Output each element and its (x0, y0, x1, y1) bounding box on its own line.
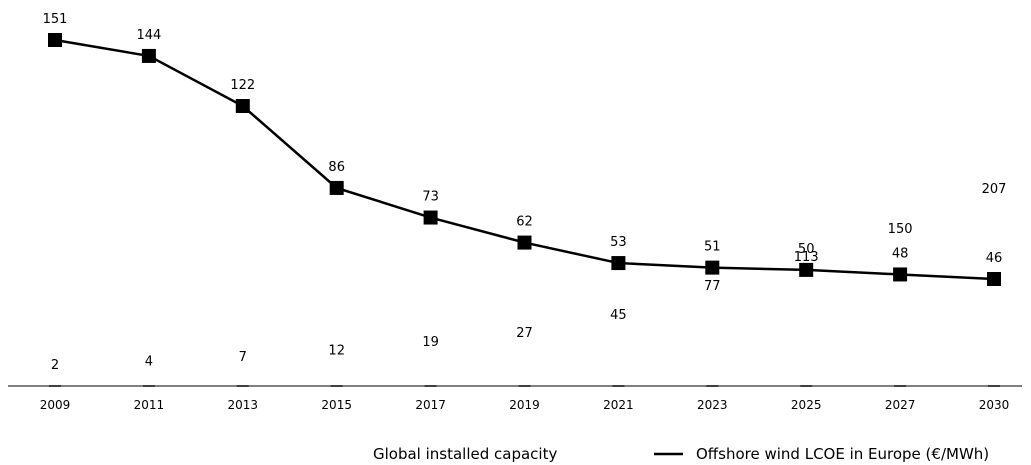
x-tick-label: 2017 (415, 398, 446, 412)
lcoe-marker (799, 262, 814, 277)
x-tick-label: 2025 (791, 398, 822, 412)
lcoe-marker (705, 260, 720, 275)
x-tick-label: 2013 (228, 398, 259, 412)
lcoe-marker (141, 48, 156, 63)
capacity-labels: 2 4 7 12 19 27 45 77 113 150 207 (51, 182, 1007, 373)
lcoe-value-label: 144 (136, 28, 161, 43)
lcoe-value-label: 86 (328, 160, 345, 175)
lcoe-value-label: 151 (43, 12, 68, 27)
capacity-value-label: 207 (982, 182, 1007, 197)
lcoe-marker (423, 210, 438, 225)
capacity-value-label: 19 (422, 335, 439, 350)
lcoe-value-label: 62 (516, 215, 533, 230)
lcoe-marker (329, 180, 344, 195)
capacity-value-label: 4 (145, 355, 153, 370)
capacity-value-label: 12 (328, 343, 345, 358)
capacity-value-label: 45 (610, 308, 627, 323)
lcoe-marker (48, 33, 62, 47)
x-tick-label: 2030 (979, 398, 1010, 412)
x-tick-label: 2019 (509, 398, 540, 412)
x-tick-label: 2023 (697, 398, 728, 412)
lcoe-labels: 151 144 122 86 73 62 53 51 50 48 46 (43, 12, 1003, 266)
x-tick-labels: 2009 2011 2013 2015 2017 2019 2021 2023 2025 2027… (40, 398, 1010, 412)
x-tick-label: 2009 (40, 398, 71, 412)
capacity-value-label: 150 (888, 222, 913, 237)
capacity-value-label: 2 (51, 358, 59, 373)
lcoe-marker (987, 272, 1001, 286)
lcoe-value-label: 122 (230, 78, 255, 93)
lcoe-value-label: 53 (610, 235, 627, 250)
lcoe-value-label: 51 (704, 240, 721, 255)
lcoe-markers (48, 33, 1001, 286)
legend-lcoe-label: Offshore wind LCOE in Europe (€/MWh) (696, 445, 989, 463)
lcoe-marker (893, 267, 908, 282)
capacity-value-label: 7 (239, 350, 247, 365)
x-tick-label: 2011 (134, 398, 165, 412)
lcoe-value-label: 50 (798, 242, 815, 257)
lcoe-value-label: 48 (892, 246, 909, 261)
capacity-value-label: 113 (794, 250, 819, 265)
x-tick-label: 2027 (885, 398, 916, 412)
capacity-value-label: 77 (704, 279, 721, 294)
x-tick-label: 2015 (321, 398, 352, 412)
lcoe-marker (611, 256, 626, 271)
legend: Global installed capacity Offshore wind … (373, 445, 989, 463)
lcoe-value-label: 73 (422, 190, 439, 205)
lcoe-marker (235, 99, 250, 114)
lcoe-marker (517, 235, 532, 250)
x-tick-label: 2021 (603, 398, 634, 412)
capacity-value-label: 27 (516, 326, 533, 341)
legend-capacity-label: Global installed capacity (373, 445, 557, 463)
lcoe-value-label: 46 (986, 251, 1003, 266)
